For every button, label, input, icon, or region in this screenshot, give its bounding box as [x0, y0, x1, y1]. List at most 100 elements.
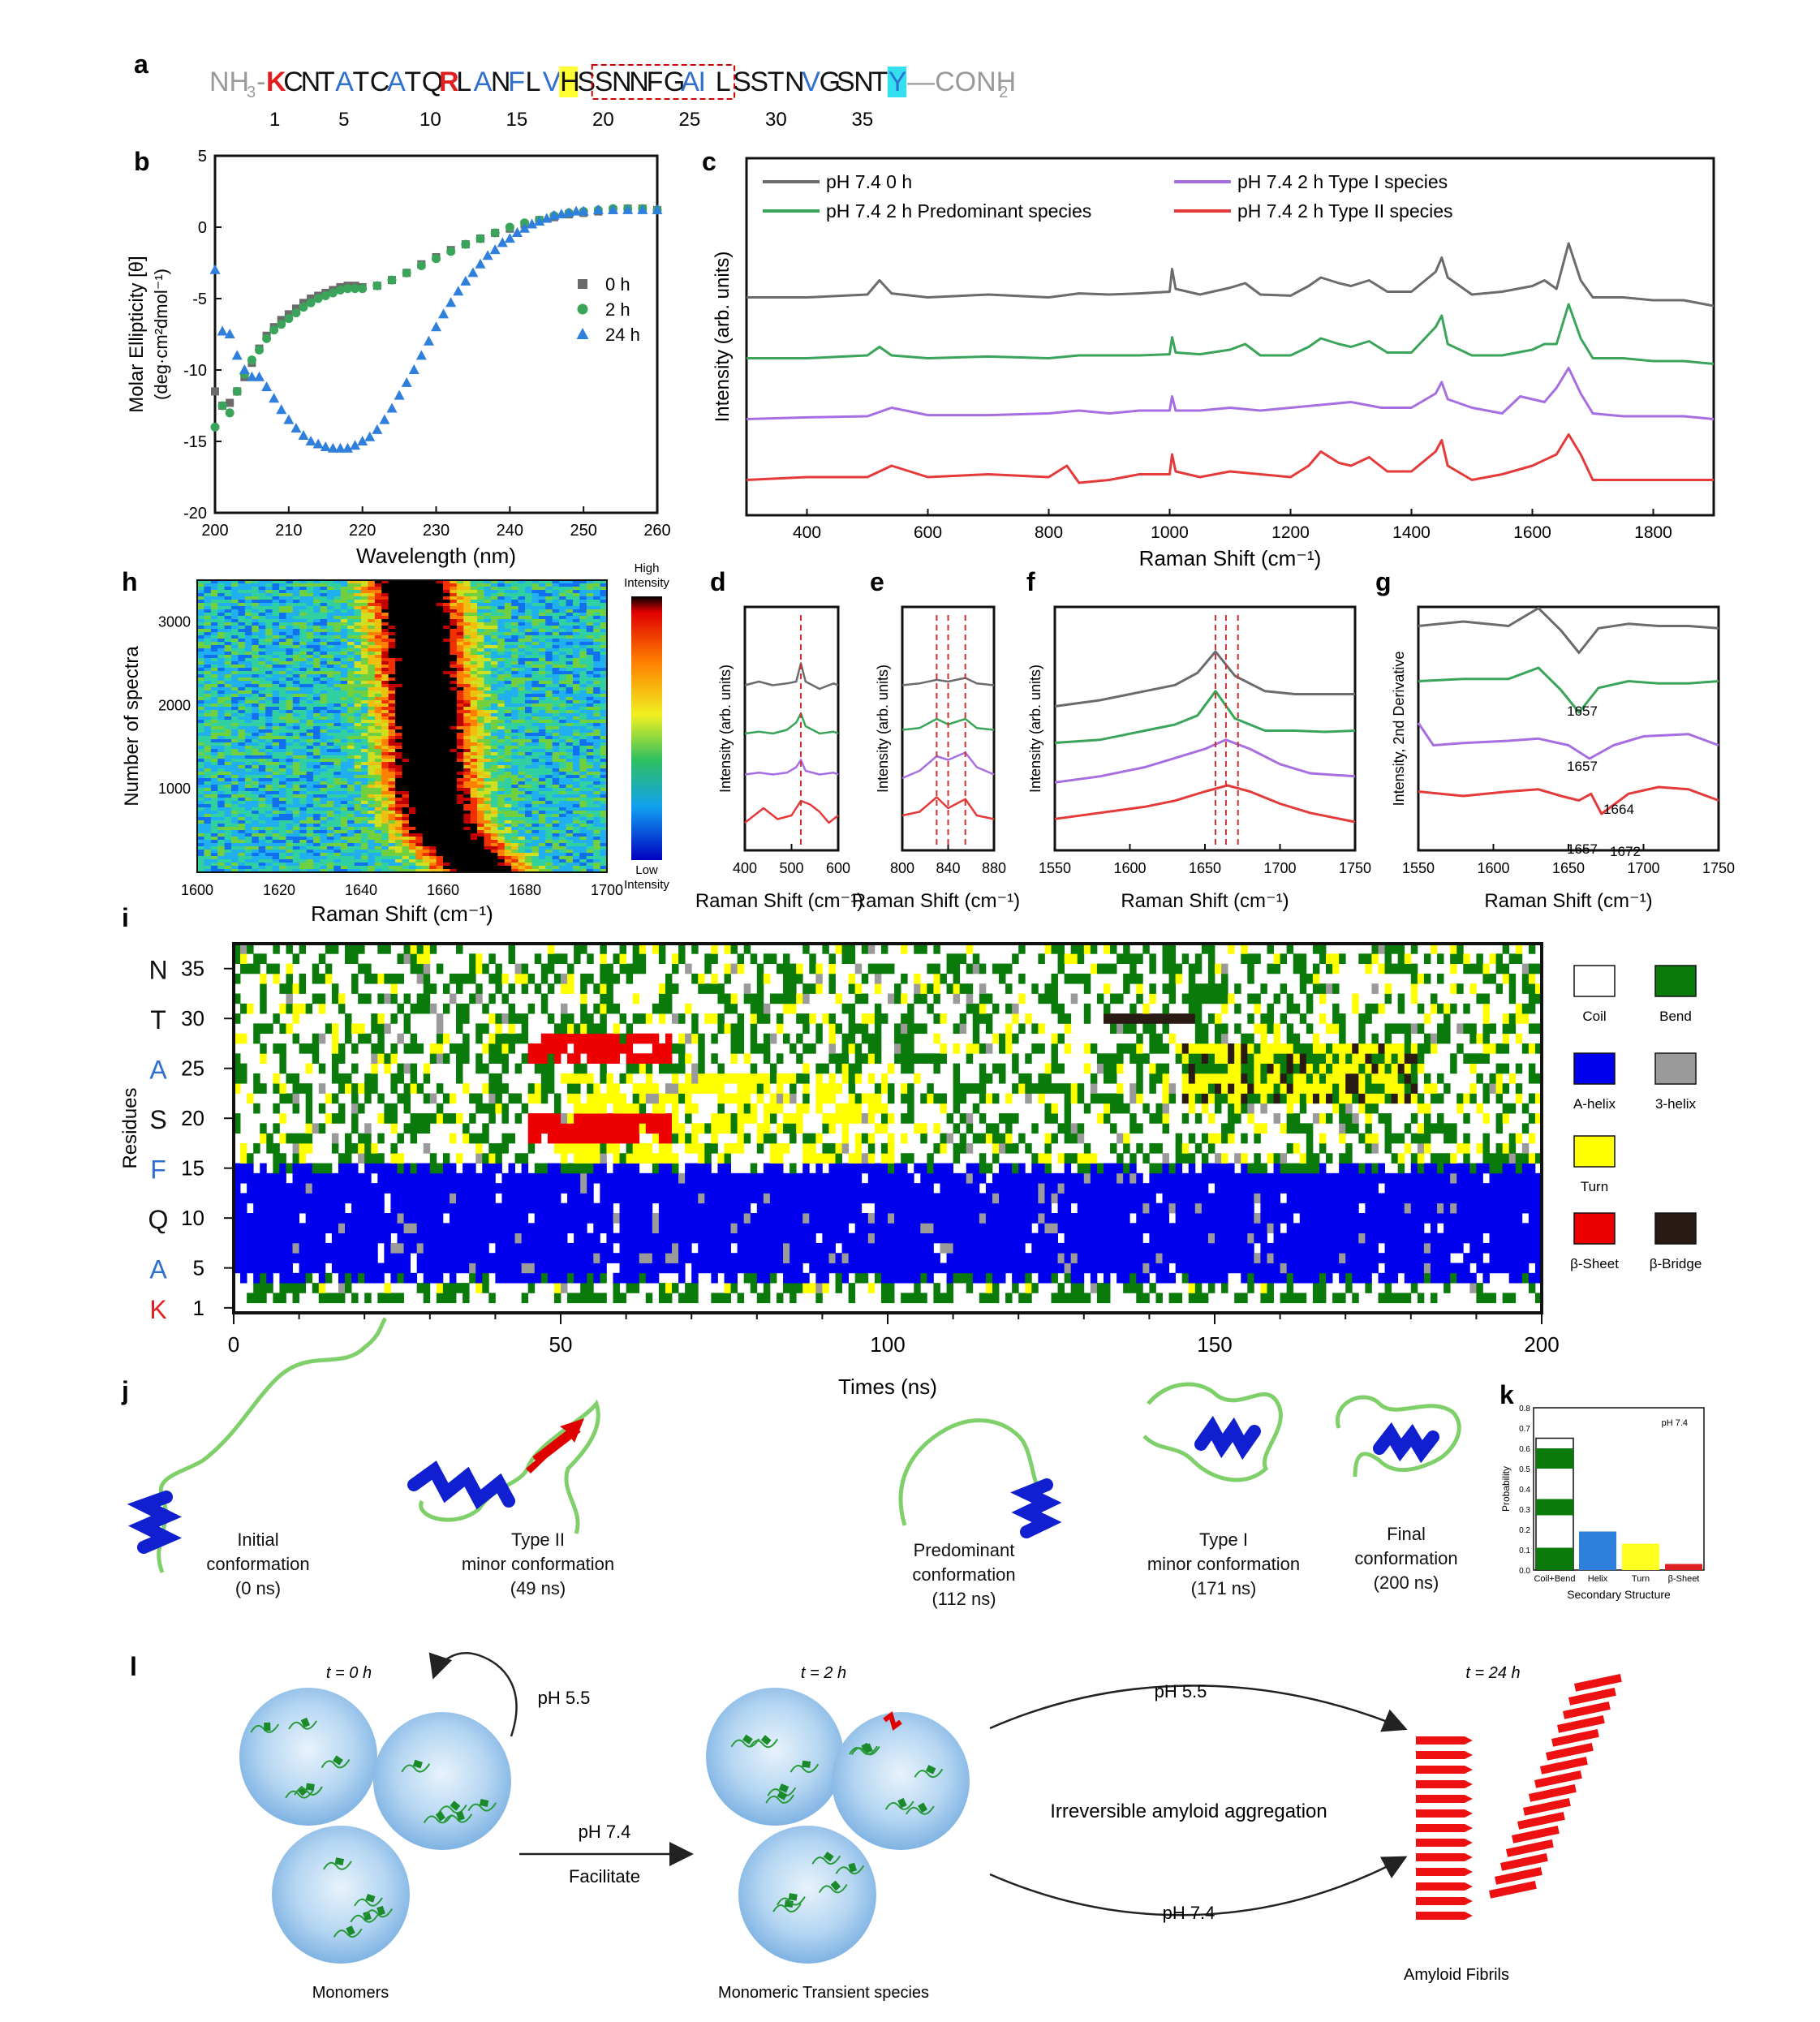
heatmap-cell	[252, 645, 260, 649]
heatmap-cell	[333, 690, 342, 695]
heatmap-cell	[258, 768, 266, 772]
heatmap-cell	[374, 687, 382, 691]
heatmap-cell	[224, 687, 232, 691]
heatmap-cell	[402, 629, 410, 633]
heatmap-cell	[258, 703, 266, 708]
heatmap-cell	[429, 687, 437, 691]
heatmap-cell	[600, 827, 608, 831]
heatmap-cell	[525, 587, 533, 591]
heatmap-cell	[238, 619, 246, 623]
heatmap-cell	[456, 781, 464, 785]
heatmap-cell	[408, 729, 416, 734]
heatmap-cell	[361, 668, 369, 672]
heatmap-cell	[333, 817, 342, 821]
heatmap-cell	[518, 593, 526, 597]
heatmap-cell	[333, 807, 342, 811]
heatmap-cell	[238, 785, 246, 789]
heatmap-cell	[279, 635, 287, 639]
heatmap-cell	[244, 785, 252, 789]
heatmap-cell	[204, 613, 212, 617]
heatmap-cell	[443, 639, 451, 643]
heatmap-cell	[340, 678, 348, 682]
heatmap-cell	[361, 622, 369, 626]
heatmap-cell	[279, 768, 287, 772]
heatmap-cell	[231, 716, 239, 721]
heatmap-cell	[450, 655, 458, 659]
heatmap-cell	[286, 807, 294, 811]
spectrum-line	[746, 367, 1715, 420]
heatmap-cell	[402, 762, 410, 766]
heatmap-cell	[497, 729, 506, 734]
heatmap-cell	[593, 700, 601, 704]
heatmap-cell	[272, 652, 280, 656]
heatmap-cell	[210, 710, 218, 714]
heatmap-cell	[422, 720, 430, 724]
heatmap-cell	[477, 626, 485, 630]
heatmap-cell	[429, 703, 437, 708]
heatmap-cell	[579, 736, 587, 740]
heatmap-cell	[566, 804, 574, 808]
heatmap-cell	[490, 606, 498, 610]
heatmap-cell	[470, 687, 478, 691]
heatmap-cell	[265, 690, 273, 695]
heatmap-cell	[224, 583, 232, 587]
heatmap-cell	[504, 626, 512, 630]
heatmap-cell	[395, 739, 403, 743]
heatmap-cell	[531, 603, 540, 607]
heatmap-cell	[368, 681, 376, 685]
heatmap-cell	[600, 655, 608, 659]
heatmap-cell	[244, 694, 252, 698]
heatmap-cell	[217, 671, 226, 675]
heatmap-cell	[443, 665, 451, 669]
heatmap-cell	[292, 749, 300, 753]
heatmap-cell	[306, 674, 314, 678]
heatmap-cell	[333, 580, 342, 584]
heatmap-cell	[204, 580, 212, 584]
heatmap-cell	[463, 768, 471, 772]
heatmap-cell	[525, 690, 533, 695]
heatmap-cell	[347, 587, 355, 591]
heatmap-cell	[470, 674, 478, 678]
heatmap-cell	[272, 645, 280, 649]
heatmap-cell	[388, 801, 396, 805]
heatmap-cell	[484, 635, 492, 639]
heatmap-cell	[333, 716, 342, 721]
heatmap-cell	[313, 681, 321, 685]
heatmap-cell	[374, 707, 382, 711]
heatmap-cell	[593, 785, 601, 789]
heatmap-cell	[279, 678, 287, 682]
heatmap-cell	[354, 668, 362, 672]
heatmap-cell	[388, 707, 396, 711]
heatmap-cell	[470, 600, 478, 604]
heatmap-cell	[463, 772, 471, 776]
heatmap-cell	[552, 648, 560, 652]
heatmap-cell	[231, 772, 239, 776]
heatmap-cell	[252, 833, 260, 837]
y-tick-label: -20	[183, 505, 207, 523]
heatmap-cell	[497, 687, 506, 691]
heatmap-cell	[340, 590, 348, 594]
heatmap-cell	[197, 752, 205, 756]
heatmap-cell	[238, 811, 246, 815]
heatmap-cell	[456, 804, 464, 808]
heatmap-cell	[600, 590, 608, 594]
heatmap-cell	[292, 814, 300, 818]
heatmap-cell	[368, 678, 376, 682]
heatmap-cell	[415, 665, 424, 669]
heatmap-cell	[572, 603, 580, 607]
heatmap-cell	[429, 713, 437, 717]
heatmap-cell	[361, 778, 369, 782]
heatmap-cell	[408, 765, 416, 769]
heatmap-cell	[252, 606, 260, 610]
heatmap-cell	[525, 804, 533, 808]
heatmap-cell	[244, 707, 252, 711]
heatmap-cell	[320, 746, 328, 750]
heatmap-cell	[484, 723, 492, 727]
point-24h	[570, 205, 582, 216]
heatmap-cell	[593, 645, 601, 649]
heatmap-cell	[217, 687, 226, 691]
sequence-prefix: NH	[209, 67, 249, 97]
heatmap-cell	[470, 619, 478, 623]
heatmap-cell	[531, 762, 540, 766]
heatmap-cell	[286, 713, 294, 717]
